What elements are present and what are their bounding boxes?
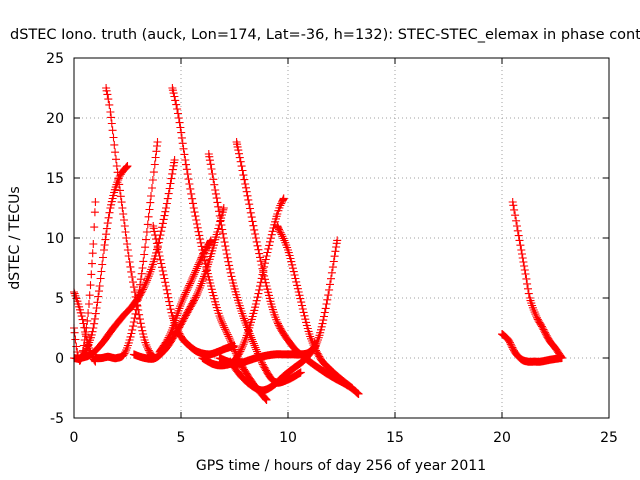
x-tick-label: 0 — [70, 430, 79, 446]
y-tick-label: 25 — [46, 51, 64, 67]
series-markers — [226, 342, 320, 395]
series-markers — [91, 138, 162, 363]
x-tick-label: 15 — [386, 430, 404, 446]
series-arc13 — [198, 194, 288, 370]
series-arc14 — [273, 222, 357, 392]
series-markers — [70, 162, 132, 363]
plot-frame — [73, 57, 610, 419]
x-axis-label: GPS time / hours of day 256 of year 2011 — [196, 458, 486, 474]
plot-series — [70, 84, 566, 404]
y-tick-label: -5 — [50, 411, 64, 427]
series-markers — [155, 236, 215, 356]
series-markers — [198, 194, 288, 370]
series-arc18 — [508, 198, 566, 362]
y-tick-label: 20 — [46, 111, 64, 127]
series-arc3 — [70, 162, 132, 363]
series-markers — [273, 222, 357, 392]
x-tick-label: 5 — [177, 430, 186, 446]
series-arc10 — [155, 236, 215, 356]
x-tick-labels: 0 5 10 15 20 25 — [70, 430, 618, 446]
y-tick-label: 15 — [46, 171, 64, 187]
y-tick-labels: -5 0 5 10 15 20 25 — [46, 51, 64, 427]
x-tick-label: 20 — [493, 430, 511, 446]
series-arc4 — [102, 84, 160, 362]
series-arc6 — [91, 138, 162, 363]
series-arc7 — [149, 222, 239, 359]
y-tick-label: 10 — [46, 231, 64, 247]
series-markers — [102, 84, 160, 362]
x-tick-label: 25 — [600, 430, 618, 446]
series-markers — [508, 198, 566, 362]
series-arc16 — [226, 342, 320, 395]
series-markers — [149, 222, 239, 359]
x-tick-label: 10 — [279, 430, 297, 446]
series-markers — [498, 330, 566, 366]
y-axis-label: dSTEC / TECUs — [7, 186, 23, 289]
chart-title: dSTEC Iono. truth (auck, Lon=174, Lat=-3… — [10, 27, 640, 43]
series-arc17 — [498, 330, 566, 366]
y-tick-label: 0 — [55, 351, 64, 367]
y-tick-label: 5 — [55, 291, 64, 307]
